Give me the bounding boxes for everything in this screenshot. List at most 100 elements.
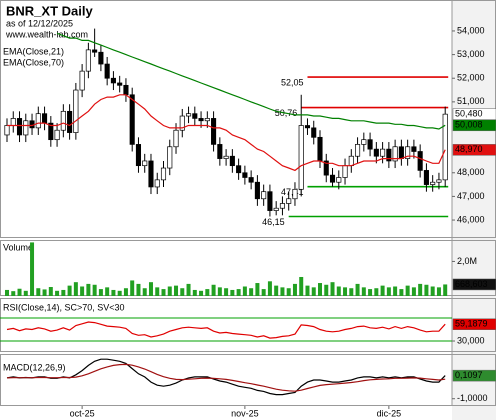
legend-entry: EMA(Close,70) (3, 57, 64, 67)
candle-body (23, 120, 29, 136)
candle-body (361, 139, 367, 145)
y-tick-label: 53,000 (457, 49, 485, 59)
volume-bar (286, 288, 291, 296)
candle-body (254, 181, 260, 200)
y-tick-label: 54,000 (457, 25, 485, 35)
volume-bar (399, 289, 404, 296)
y-tick-label: 46,000 (457, 214, 485, 224)
candle-body (242, 172, 248, 178)
last-value-label: 50,008 (455, 120, 483, 130)
last-value-label: 668,603 (455, 279, 488, 289)
y-tick-label: 52,000 (457, 73, 485, 83)
volume-bar (199, 290, 204, 296)
candle-body (223, 155, 229, 159)
volume-bar (67, 285, 72, 296)
volume-bar (255, 283, 260, 296)
candle-body (79, 70, 85, 91)
candle-body (373, 148, 379, 157)
volume-bar (148, 282, 153, 296)
candle-body (398, 146, 404, 159)
volume-bar (230, 289, 235, 296)
level-label: 46,15 (262, 217, 285, 227)
indicator-line (6, 358, 446, 396)
last-value-label: 50,480 (455, 109, 483, 119)
volume-bar (161, 289, 166, 296)
volume-bar (130, 280, 135, 296)
volume-bar (380, 285, 385, 296)
candle-body (67, 110, 73, 133)
volume-bar (192, 289, 197, 296)
x-tick-label: oct-25 (70, 408, 95, 418)
last-value-label: 0,1097 (455, 370, 483, 380)
candle-body (267, 191, 273, 211)
candle-body (160, 167, 167, 181)
candle-body (317, 136, 323, 162)
subtitle: as of 12/12/2025 (6, 18, 73, 28)
volume-bar (324, 284, 329, 296)
volume-bar (105, 287, 110, 296)
volume-bar (205, 289, 210, 296)
last-value-badge (452, 318, 496, 330)
candle-body (286, 198, 292, 204)
volume-bar (418, 283, 423, 296)
volume-bar (242, 286, 247, 296)
volume-bar (17, 288, 22, 296)
candle-body (292, 188, 298, 200)
candle-body (10, 118, 16, 126)
candle-body (211, 118, 217, 145)
volume-bar (123, 288, 128, 296)
candle-body (417, 151, 423, 171)
level-label: 47,41 (281, 187, 304, 197)
candle-body (367, 139, 373, 150)
volume-bar (436, 287, 441, 296)
y-tick-label: 51,000 (457, 96, 485, 106)
volume-bar (267, 281, 272, 296)
candle-body (423, 170, 429, 185)
candle-body (173, 129, 179, 148)
last-value-badge (452, 369, 496, 382)
volume-bar (249, 288, 254, 296)
x-tick-label: dic-25 (377, 408, 402, 418)
volume-bar (73, 282, 78, 296)
volume-bar (167, 286, 172, 296)
pane-title: RSI(Close,14), SC>70, SV<30 (3, 302, 125, 312)
volume-bar (292, 283, 297, 296)
volume-bar (111, 289, 116, 296)
candle-body (336, 177, 342, 183)
volume-bar (180, 288, 185, 296)
candle-body (298, 125, 304, 190)
candle-body (323, 160, 329, 176)
candle-body (54, 129, 60, 141)
last-value-label: 59,1879 (455, 319, 488, 329)
indicator-line (6, 363, 446, 392)
candle-body (198, 118, 204, 122)
candle-body (204, 118, 210, 122)
y-tick-label: 47,000 (457, 191, 485, 201)
level-label: 52,05 (281, 77, 304, 87)
candle-body (142, 160, 148, 167)
volume-bar (311, 287, 316, 296)
candle-body (217, 144, 223, 159)
volume-bar (174, 285, 179, 296)
volume-bar (405, 285, 410, 296)
volume-bar (374, 288, 379, 296)
volume-bar (92, 284, 97, 296)
candle-body (98, 51, 104, 65)
pane-title: Volume (3, 242, 33, 252)
last-value-badge (452, 119, 496, 132)
x-tick-label: nov-25 (231, 408, 259, 418)
volume-bar (155, 287, 160, 296)
candle-body (386, 148, 392, 162)
candle-body (85, 49, 91, 72)
candle-body (35, 113, 41, 129)
candle-body (4, 125, 10, 136)
volume-bar (186, 283, 191, 296)
volume-bar (61, 289, 66, 296)
candle-body (436, 179, 442, 183)
pane-title: MACD(12,26,9) (3, 362, 66, 372)
y-tick-label: 30,000 (457, 335, 485, 345)
candle-body (154, 179, 160, 188)
volume-bar (336, 286, 341, 296)
candle-body (430, 181, 436, 185)
